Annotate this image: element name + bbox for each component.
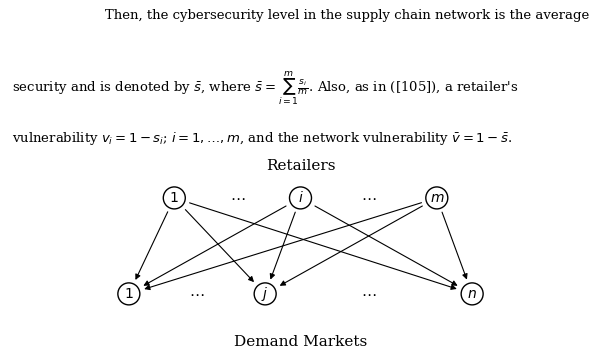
Ellipse shape	[290, 187, 311, 209]
Ellipse shape	[163, 187, 185, 209]
Ellipse shape	[254, 283, 276, 305]
Text: $\cdots$: $\cdots$	[361, 287, 376, 301]
Text: $1$: $1$	[169, 191, 179, 205]
Text: $1$: $1$	[124, 287, 133, 301]
Text: $\cdots$: $\cdots$	[361, 191, 376, 205]
Ellipse shape	[426, 187, 448, 209]
Text: $\cdots$: $\cdots$	[189, 287, 205, 301]
Text: Then, the cybersecurity level in the supply chain network is the average: Then, the cybersecurity level in the sup…	[105, 9, 589, 22]
Text: $n$: $n$	[467, 287, 477, 301]
Text: $\cdots$: $\cdots$	[230, 191, 245, 205]
Text: security and is denoted by $\bar{s}$, where $\bar{s} = \sum_{i=1}^{m} \frac{s_i}: security and is denoted by $\bar{s}$, wh…	[12, 70, 518, 108]
Text: Demand Markets: Demand Markets	[234, 335, 367, 349]
Text: Retailers: Retailers	[266, 159, 335, 173]
Ellipse shape	[118, 283, 140, 305]
Text: $i$: $i$	[297, 190, 304, 205]
Ellipse shape	[461, 283, 483, 305]
Text: vulnerability $v_i = 1-s_i$; $i = 1,\ldots,m$, and the network vulnerability $\b: vulnerability $v_i = 1-s_i$; $i = 1,\ldo…	[12, 130, 512, 147]
Text: $j$: $j$	[261, 285, 269, 303]
Text: $m$: $m$	[430, 191, 444, 205]
